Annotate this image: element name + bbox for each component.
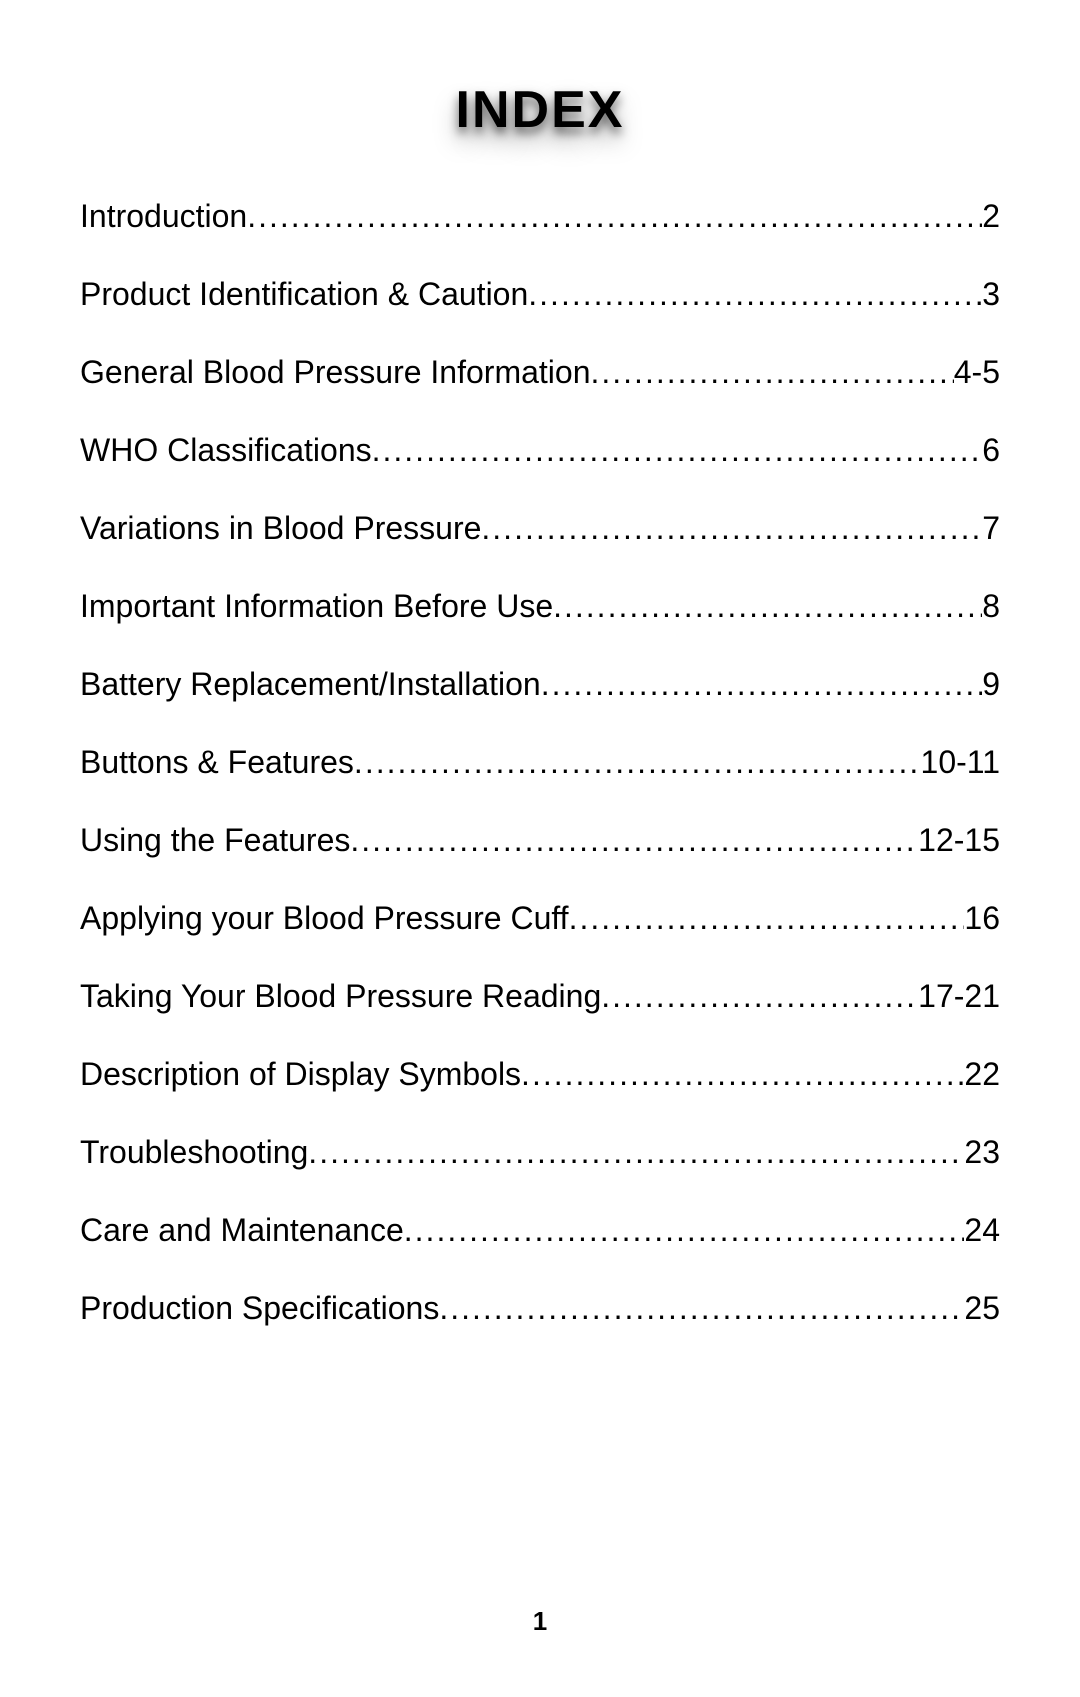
toc-row: Description of Display Symbols 22 xyxy=(80,1058,1000,1090)
toc-label: Production Specifications xyxy=(80,1292,439,1324)
toc-leader-dots xyxy=(350,824,918,856)
toc-row: Battery Replacement/Installation 9 xyxy=(80,668,1000,700)
toc-label: Taking Your Blood Pressure Reading xyxy=(80,980,601,1012)
toc-page: 25 xyxy=(964,1292,1000,1324)
toc-leader-dots xyxy=(528,278,982,310)
toc-label: Variations in Blood Pressure xyxy=(80,512,481,544)
toc-row: Variations in Blood Pressure 7 xyxy=(80,512,1000,544)
toc-row: Important Information Before Use 8 xyxy=(80,590,1000,622)
toc-label: WHO Classifications xyxy=(80,434,372,466)
toc-label: Description of Display Symbols xyxy=(80,1058,521,1090)
toc-row: Taking Your Blood Pressure Reading 17-21 xyxy=(80,980,1000,1012)
toc-label: Battery Replacement/Installation xyxy=(80,668,541,700)
toc-leader-dots xyxy=(372,434,983,466)
toc-leader-dots xyxy=(553,590,982,622)
toc-row: Using the Features 12-15 xyxy=(80,824,1000,856)
toc-page: 22 xyxy=(964,1058,1000,1090)
page-number: 1 xyxy=(0,1606,1080,1637)
toc-page: 17-21 xyxy=(918,980,1000,1012)
toc-leader-dots xyxy=(404,1214,965,1246)
page-title: INDEX xyxy=(60,80,1020,140)
toc-page: 4-5 xyxy=(954,356,1000,388)
toc-row: Troubleshooting 23 xyxy=(80,1136,1000,1168)
toc-page: 12-15 xyxy=(918,824,1000,856)
toc-label: Troubleshooting xyxy=(80,1136,308,1168)
toc-row: Production Specifications 25 xyxy=(80,1292,1000,1324)
toc-leader-dots xyxy=(308,1136,964,1168)
table-of-contents: Introduction 2 Product Identification & … xyxy=(80,200,1000,1324)
toc-page: 24 xyxy=(964,1214,1000,1246)
toc-row: WHO Classifications 6 xyxy=(80,434,1000,466)
toc-label: Using the Features xyxy=(80,824,350,856)
toc-leader-dots xyxy=(481,512,982,544)
toc-label: Buttons & Features xyxy=(80,746,354,778)
toc-label: Introduction xyxy=(80,200,247,232)
toc-label: Product Identification & Caution xyxy=(80,278,528,310)
toc-row: Applying your Blood Pressure Cuff 16 xyxy=(80,902,1000,934)
toc-page: 2 xyxy=(982,200,1000,232)
toc-leader-dots xyxy=(439,1292,964,1324)
toc-page: 3 xyxy=(982,278,1000,310)
toc-label: Applying your Blood Pressure Cuff xyxy=(80,902,569,934)
toc-row: General Blood Pressure Information 4-5 xyxy=(80,356,1000,388)
toc-leader-dots xyxy=(601,980,918,1012)
toc-label: General Blood Pressure Information xyxy=(80,356,590,388)
page: INDEX Introduction 2 Product Identificat… xyxy=(0,0,1080,1697)
toc-page: 6 xyxy=(982,434,1000,466)
toc-row: Introduction 2 xyxy=(80,200,1000,232)
toc-page: 10-11 xyxy=(921,746,1000,778)
toc-leader-dots xyxy=(521,1058,964,1090)
toc-row: Buttons & Features 10-11 xyxy=(80,746,1000,778)
toc-leader-dots xyxy=(541,668,983,700)
toc-page: 9 xyxy=(982,668,1000,700)
toc-page: 23 xyxy=(964,1136,1000,1168)
toc-label: Important Information Before Use xyxy=(80,590,553,622)
toc-row: Care and Maintenance 24 xyxy=(80,1214,1000,1246)
toc-label: Care and Maintenance xyxy=(80,1214,404,1246)
toc-page: 16 xyxy=(964,902,1000,934)
toc-leader-dots xyxy=(569,902,965,934)
toc-leader-dots xyxy=(354,746,921,778)
toc-leader-dots xyxy=(247,200,982,232)
toc-page: 7 xyxy=(982,512,1000,544)
toc-page: 8 xyxy=(982,590,1000,622)
toc-leader-dots xyxy=(590,356,953,388)
toc-row: Product Identification & Caution 3 xyxy=(80,278,1000,310)
